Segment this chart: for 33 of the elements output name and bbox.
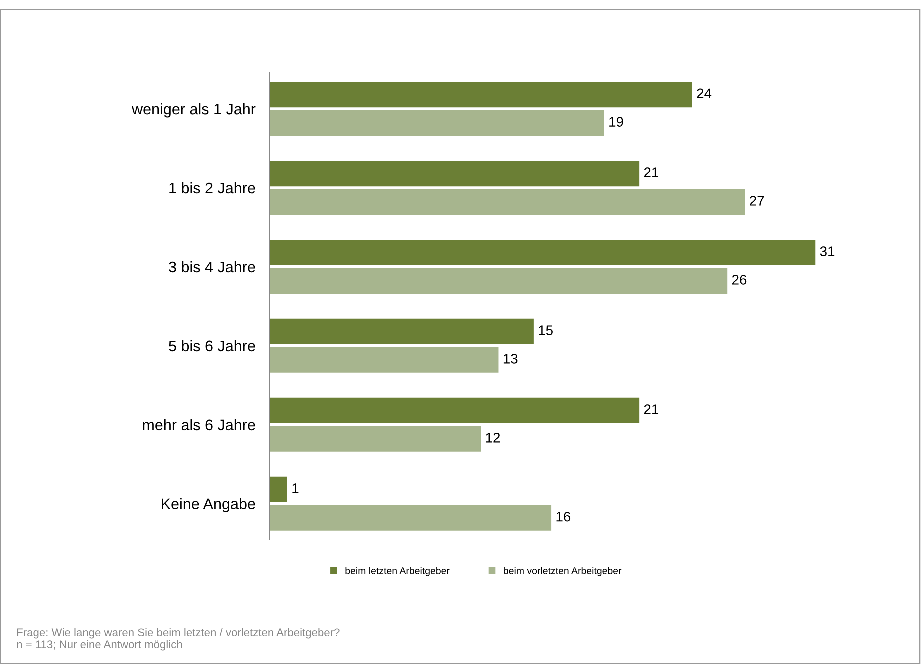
bar bbox=[270, 160, 640, 187]
data-label: 12 bbox=[486, 432, 500, 443]
data-label: 26 bbox=[732, 275, 747, 285]
data-label: 21 bbox=[644, 168, 659, 178]
y-tick-label: mehr als 6 Jahre bbox=[143, 419, 256, 431]
bar bbox=[270, 505, 552, 531]
data-label: 27 bbox=[750, 196, 764, 206]
y-tick-label: 5 bis 6 Jahre bbox=[169, 340, 256, 352]
data-label: 13 bbox=[504, 354, 518, 364]
bar bbox=[270, 240, 816, 266]
data-label: 21 bbox=[644, 404, 659, 414]
legend-label: beim vorletzten Arbeitgeber bbox=[504, 567, 622, 576]
y-tick-label: 3 bis 4 Jahre bbox=[169, 261, 256, 273]
bar bbox=[270, 426, 482, 452]
bar bbox=[270, 110, 604, 136]
data-label: 15 bbox=[539, 326, 553, 336]
y-tick-label: Keine Angabe bbox=[162, 498, 256, 513]
text: Frage: Wie lange waren Sie beim letzten / vorletzten Arbeitgeber? n = 113; Nur eine Antwort möglich bbox=[17, 628, 340, 651]
data-label: 24 bbox=[697, 88, 712, 98]
data-label: 1 bbox=[292, 484, 299, 494]
y-tick-label: weniger als 1 Jahr bbox=[132, 103, 256, 118]
data-label: 31 bbox=[820, 246, 835, 256]
bar bbox=[270, 347, 499, 373]
bar bbox=[270, 476, 288, 502]
bar bbox=[270, 82, 692, 108]
data-label: 16 bbox=[556, 512, 571, 522]
bar bbox=[270, 268, 728, 294]
legend-label: beim letzten Arbeitgeber bbox=[346, 567, 450, 576]
y-tick-label: 1 bis 2 Jahre bbox=[170, 182, 256, 194]
bar bbox=[270, 318, 534, 344]
data-label: 19 bbox=[610, 117, 624, 127]
bar bbox=[270, 398, 640, 424]
bar bbox=[270, 189, 746, 215]
